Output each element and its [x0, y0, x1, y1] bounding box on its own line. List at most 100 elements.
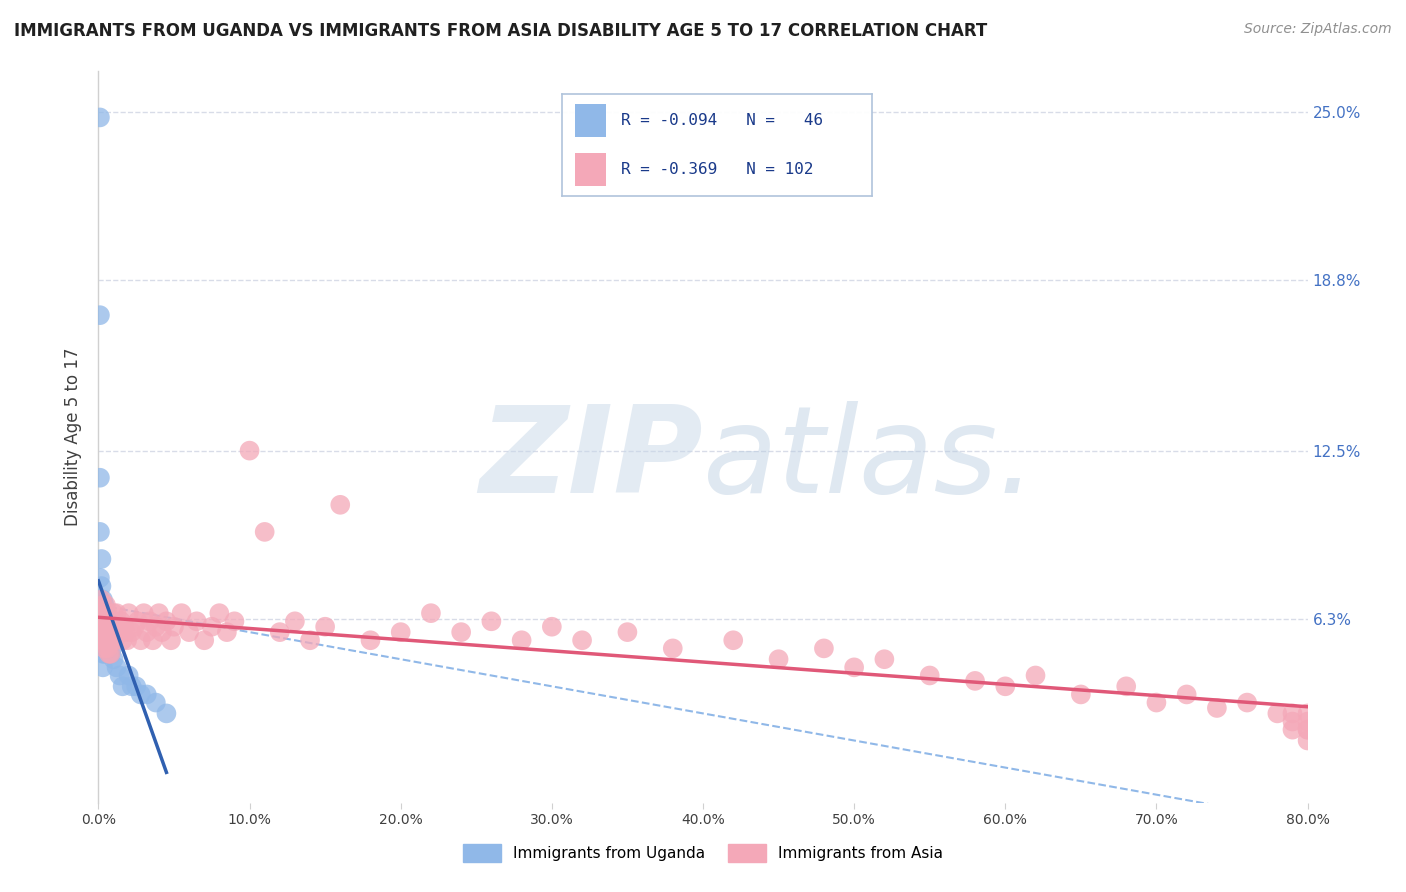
Point	[269, 625, 291, 640]
Point	[135, 688, 157, 702]
Point	[844, 660, 866, 674]
Point	[1175, 688, 1198, 702]
Point	[98, 615, 121, 629]
Point	[100, 647, 122, 661]
Point	[1296, 723, 1319, 737]
Point	[105, 660, 128, 674]
Point	[91, 592, 114, 607]
Point	[101, 641, 124, 656]
Point	[1236, 696, 1258, 710]
Point	[118, 606, 141, 620]
Point	[110, 615, 132, 629]
Point	[118, 668, 141, 682]
Point	[94, 606, 117, 620]
Point	[91, 615, 114, 629]
Point	[129, 633, 152, 648]
Point	[93, 641, 115, 656]
Point	[329, 498, 352, 512]
Point	[91, 620, 114, 634]
Point	[186, 615, 208, 629]
Point	[94, 620, 117, 634]
Point	[101, 620, 124, 634]
Point	[108, 668, 131, 682]
Point	[481, 615, 503, 629]
Point	[661, 641, 683, 656]
Point	[239, 443, 262, 458]
Y-axis label: Disability Age 5 to 17: Disability Age 5 to 17	[65, 348, 83, 526]
Point	[571, 633, 593, 648]
Point	[105, 625, 128, 640]
Point	[98, 633, 121, 648]
Point	[107, 620, 129, 634]
Point	[129, 688, 152, 702]
Point	[100, 647, 122, 661]
Point	[96, 620, 118, 634]
Point	[253, 524, 276, 539]
Point	[215, 625, 238, 640]
Point	[94, 633, 117, 648]
Point	[1070, 688, 1092, 702]
Point	[768, 652, 790, 666]
Point	[89, 524, 111, 539]
Text: R = -0.094   N =   46: R = -0.094 N = 46	[621, 112, 824, 128]
Point	[450, 625, 472, 640]
Point	[124, 620, 146, 634]
Point	[114, 625, 136, 640]
Point	[1296, 733, 1319, 747]
Point	[1144, 696, 1167, 710]
Bar	[575, 153, 606, 186]
Point	[163, 620, 186, 634]
Point	[314, 620, 336, 634]
Point	[155, 706, 177, 721]
Point	[132, 606, 155, 620]
Point	[91, 633, 114, 648]
Point	[91, 660, 114, 674]
Point	[284, 615, 307, 629]
Point	[179, 625, 201, 640]
Point	[89, 471, 111, 485]
Point	[90, 598, 112, 612]
Point	[420, 606, 443, 620]
Point	[127, 615, 149, 629]
Point	[90, 625, 112, 640]
Point	[1281, 706, 1303, 721]
Point	[201, 620, 224, 634]
Text: atlas.: atlas.	[703, 401, 1038, 517]
Point	[1281, 714, 1303, 729]
Point	[150, 625, 173, 640]
Point	[142, 633, 165, 648]
Point	[89, 571, 111, 585]
Point	[193, 633, 215, 648]
Point	[90, 552, 112, 566]
Point	[873, 652, 896, 666]
Point	[89, 111, 111, 125]
Point	[100, 631, 122, 645]
Point	[104, 615, 127, 629]
Point	[98, 647, 121, 661]
Point	[93, 633, 115, 648]
Point	[100, 615, 122, 629]
Point	[813, 641, 835, 656]
Point	[1267, 706, 1289, 721]
Point	[918, 668, 941, 682]
Point	[103, 606, 125, 620]
Point	[111, 679, 134, 693]
Point	[1296, 706, 1319, 721]
Point	[224, 615, 246, 629]
Point	[170, 606, 193, 620]
Point	[96, 641, 118, 656]
Point	[94, 598, 117, 612]
Point	[360, 633, 382, 648]
Point	[91, 647, 114, 661]
Point	[89, 606, 111, 620]
Point	[135, 625, 157, 640]
Point	[510, 633, 533, 648]
Point	[100, 633, 122, 648]
Point	[115, 633, 138, 648]
Point	[105, 606, 128, 620]
Point	[90, 579, 112, 593]
Point	[90, 615, 112, 629]
Point	[96, 625, 118, 640]
Point	[1281, 723, 1303, 737]
Point	[91, 598, 114, 612]
